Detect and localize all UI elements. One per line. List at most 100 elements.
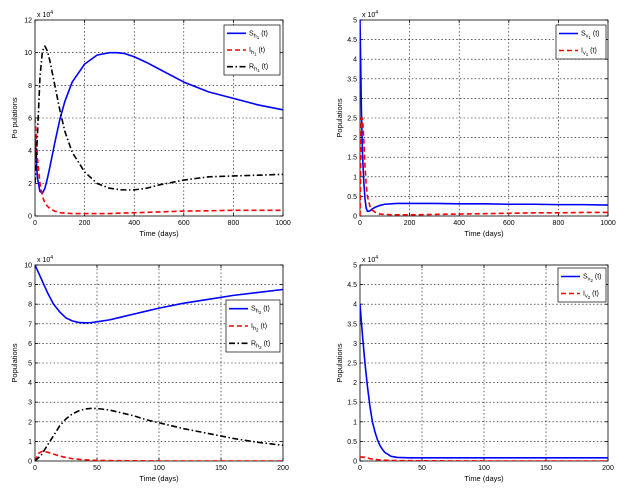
x-tick-label: 400 xyxy=(453,220,465,227)
y-tick-label: 2 xyxy=(353,135,357,142)
legend-label: Rh1 (t) xyxy=(249,64,268,74)
x-tick-label: 150 xyxy=(540,465,552,472)
x-tick-label: 100 xyxy=(478,465,490,472)
y-tick-label: 2 xyxy=(353,380,357,387)
legend-box xyxy=(557,267,607,303)
y-tick-label: 10 xyxy=(24,50,32,57)
y-tick-label: 0 xyxy=(28,214,32,221)
x-tick-label: 1000 xyxy=(600,220,616,227)
legend-label: Iv2 (t) xyxy=(583,291,599,301)
chart-panel-4: 0 50 100 150 200 0 0.5 1 1.5 2 2.5 3 3.5 4 4.5 5 x 104 Ti… xyxy=(335,255,614,483)
x-axis-label: Time (days) xyxy=(464,474,504,483)
y-tick-label: 1 xyxy=(353,419,357,426)
legend-label: Rh2 (t) xyxy=(251,340,270,350)
y-tick-label: 8 xyxy=(28,302,32,309)
legend-label: Sv1 (t) xyxy=(581,31,600,41)
x-tick-label: 200 xyxy=(277,465,289,472)
legend-label: Sh1 (t) xyxy=(249,30,268,40)
y-tick-label: 0.5 xyxy=(347,439,357,446)
x-tick-label: 150 xyxy=(215,465,227,472)
y-tick-label: 3.5 xyxy=(347,76,357,83)
y-tick-label: 4 xyxy=(353,302,357,309)
y-tick-label: 1.5 xyxy=(347,400,357,407)
series-line-1 xyxy=(360,20,608,213)
series-line-3 xyxy=(35,45,283,191)
x-tick-label: 200 xyxy=(602,465,614,472)
x-tick-label: 200 xyxy=(79,220,91,227)
chart-panel-2: 0 200 400 600 800 1000 0 0.5 1 1.5 2 2.5 3 3.5 4 4.5 5 x … xyxy=(335,10,616,238)
legend-label: Ih1 (t) xyxy=(249,47,265,57)
x-tick-label: 600 xyxy=(503,220,515,227)
series-line-2 xyxy=(35,117,283,215)
y-axis-label: Po pulations xyxy=(10,97,19,139)
y-axis-label: Populations xyxy=(335,343,344,382)
series-line-2 xyxy=(35,450,283,461)
y-tick-label: 1.5 xyxy=(347,155,357,162)
y-tick-label: 3 xyxy=(353,96,357,103)
series-line-3 xyxy=(35,407,283,461)
series-line-1 xyxy=(35,265,283,324)
y-tick-label: 3 xyxy=(353,341,357,348)
y-tick-label: 6 xyxy=(28,341,32,348)
y-axis-label: Populations xyxy=(335,98,344,137)
x-tick-label: 400 xyxy=(128,220,140,227)
x-tick-label: 0 xyxy=(358,465,362,472)
y-tick-label: 2 xyxy=(28,419,32,426)
x-tick-label: 1000 xyxy=(275,220,291,227)
chart-panel-3: 0 50 100 150 200 0 1 2 3 4 5 6 7 8 9 10 x 104 Time (days)… xyxy=(10,255,289,483)
y-axis-label: Populations xyxy=(10,343,19,382)
y-scale-factor: x 104 xyxy=(37,255,53,264)
legend-label: Sv2 (t) xyxy=(583,274,602,284)
y-tick-label: 3.5 xyxy=(347,321,357,328)
legend: Sv2 (t) Iv2 (t) xyxy=(557,267,607,303)
y-tick-label: 1 xyxy=(353,174,357,181)
y-tick-label: 5 xyxy=(353,18,357,25)
x-tick-label: 50 xyxy=(93,465,101,472)
y-tick-label: 0 xyxy=(353,459,357,466)
y-tick-label: 4 xyxy=(28,148,32,155)
y-tick-label: 7 xyxy=(28,321,32,328)
series-line-2 xyxy=(360,117,608,216)
x-tick-label: 600 xyxy=(178,220,190,227)
y-tick-label: 6 xyxy=(28,116,32,123)
y-tick-label: 10 xyxy=(24,263,32,270)
legend: Sh2 (t) Ih2 (t) Rh2 (t) xyxy=(225,299,281,353)
x-axis-label: Time (days) xyxy=(139,229,179,238)
legend-label: Iv1 (t) xyxy=(581,48,597,58)
series-line-2 xyxy=(360,456,608,461)
legend-label: Sh2 (t) xyxy=(251,306,270,316)
legend: Sv1 (t) Iv1 (t) xyxy=(555,24,607,60)
y-tick-label: 2 xyxy=(28,181,32,188)
x-tick-label: 100 xyxy=(153,465,165,472)
y-tick-label: 0 xyxy=(28,459,32,466)
x-tick-label: 0 xyxy=(33,220,37,227)
y-scale-factor: x 104 xyxy=(362,10,378,19)
chart-panel-1: 0 200 400 600 800 1000 0 2 4 6 8 10 12 x 104 Time (day… xyxy=(10,10,291,238)
y-tick-label: 9 xyxy=(28,282,32,289)
y-tick-label: 0 xyxy=(353,214,357,221)
y-tick-label: 5 xyxy=(28,361,32,368)
y-tick-label: 4.5 xyxy=(347,282,357,289)
y-tick-label: 1 xyxy=(28,439,32,446)
x-axis-label: Time (days) xyxy=(464,229,504,238)
y-tick-label: 2.5 xyxy=(347,361,357,368)
legend-label: Ih2 (t) xyxy=(251,323,267,333)
x-tick-label: 200 xyxy=(404,220,416,227)
y-scale-factor: x 104 xyxy=(362,255,378,264)
series-line-1 xyxy=(360,304,608,459)
y-tick-label: 0.5 xyxy=(347,194,357,201)
y-tick-label: 3 xyxy=(28,400,32,407)
x-tick-label: 800 xyxy=(228,220,240,227)
x-tick-label: 0 xyxy=(358,220,362,227)
y-tick-label: 5 xyxy=(353,263,357,270)
y-scale-factor: x 104 xyxy=(37,10,53,19)
y-tick-label: 2.5 xyxy=(347,116,357,123)
x-axis-label: Time (days) xyxy=(139,474,179,483)
y-tick-label: 4.5 xyxy=(347,37,357,44)
x-tick-label: 0 xyxy=(33,465,37,472)
legend-box xyxy=(555,24,607,60)
y-tick-label: 8 xyxy=(28,83,32,90)
x-tick-label: 50 xyxy=(418,465,426,472)
x-tick-label: 800 xyxy=(553,220,565,227)
